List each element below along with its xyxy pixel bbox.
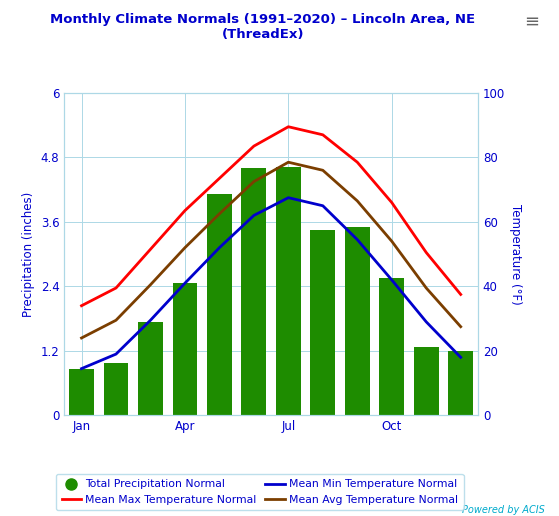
Bar [310,231,335,415]
Bar [103,363,129,415]
Bar [380,278,404,415]
Bar [173,283,197,415]
Bar [69,368,94,415]
Text: ≡: ≡ [524,13,539,31]
Bar [207,194,232,415]
Bar [276,167,301,415]
Bar [138,322,163,415]
Text: (ThreadEx): (ThreadEx) [221,28,304,41]
Bar [414,347,439,415]
Bar [345,227,369,415]
Text: Monthly Climate Normals (1991–2020) – Lincoln Area, NE: Monthly Climate Normals (1991–2020) – Li… [50,13,475,26]
Text: Powered by ACIS: Powered by ACIS [462,505,545,515]
Bar [241,168,266,415]
Y-axis label: Precipitation (inches): Precipitation (inches) [22,191,35,317]
Legend: Total Precipitation Normal, Mean Max Temperature Normal, Mean Min Temperature No: Total Precipitation Normal, Mean Max Tem… [56,474,463,510]
Bar [448,351,473,415]
Y-axis label: Temperature (°F): Temperature (°F) [509,204,522,304]
